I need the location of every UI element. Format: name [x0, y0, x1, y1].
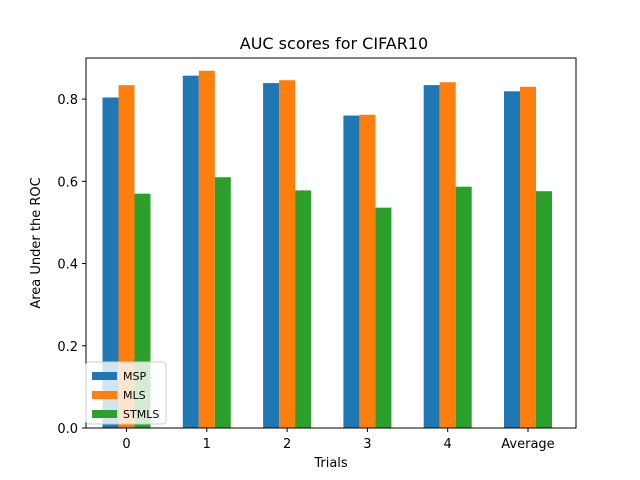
chart-title: AUC scores for CIFAR10 [240, 34, 428, 53]
bar-mls-2 [279, 80, 296, 428]
legend-label-msp: MSP [123, 370, 146, 383]
y-axis: 0.0 0.2 0.4 0.6 0.8 [57, 93, 86, 437]
x-tick-label: 1 [203, 437, 211, 452]
x-tick-label: Average [501, 437, 554, 452]
x-tick-label: 3 [363, 437, 371, 452]
bar-msp-0 [102, 97, 119, 428]
legend-swatch-msp [92, 372, 117, 380]
bars-group [102, 70, 552, 429]
bar-msp-2 [263, 83, 280, 429]
bar-mls-3 [359, 114, 376, 428]
x-axis: 0 1 2 3 4 Average [122, 428, 555, 452]
legend-label-stmls: STMLS [123, 408, 159, 421]
bar-stmls-average [536, 191, 552, 428]
y-tick-label: 0.8 [57, 93, 78, 108]
bar-msp-3 [343, 115, 360, 429]
bar-mls-average [520, 86, 536, 429]
bar-mls-0 [118, 85, 135, 428]
bar-stmls-4 [455, 186, 472, 428]
legend-label-mls: MLS [123, 389, 146, 402]
bar-msp-average [504, 91, 520, 429]
x-tick-label: 2 [283, 437, 291, 452]
bar-stmls-3 [375, 207, 392, 428]
legend: MSP MLS STMLS [85, 361, 167, 425]
y-tick-label: 0.4 [57, 258, 78, 273]
legend-swatch-mls [92, 391, 117, 399]
y-axis-label: Area Under the ROC [29, 177, 44, 308]
y-tick-label: 0.2 [57, 340, 78, 355]
y-tick-label: 0.6 [57, 175, 78, 190]
bar-msp-1 [182, 75, 199, 428]
bar-mls-4 [439, 82, 456, 428]
bar-mls-1 [198, 70, 215, 428]
x-tick-label: 0 [122, 437, 130, 452]
x-tick-label: 4 [444, 437, 452, 452]
bar-msp-4 [423, 85, 440, 428]
legend-swatch-stmls [92, 410, 117, 418]
plot-frame [85, 57, 577, 429]
bar-stmls-1 [214, 177, 231, 428]
bar-stmls-2 [295, 190, 312, 428]
x-axis-label: Trials [313, 456, 348, 471]
y-tick-label: 0.0 [57, 422, 78, 437]
